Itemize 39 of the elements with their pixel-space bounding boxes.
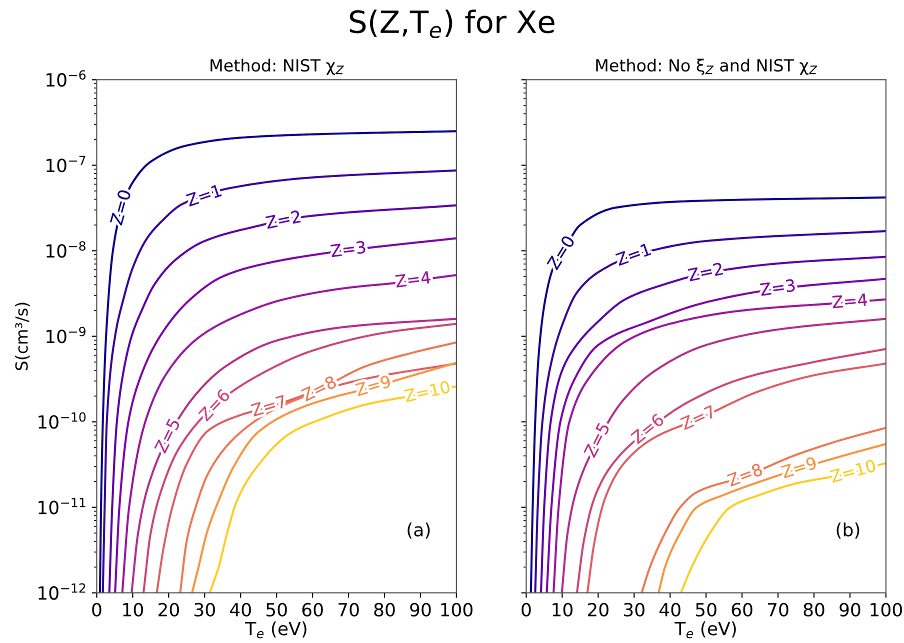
x-tick-label: 70 [338, 602, 359, 617]
x-tick-label: 30 [624, 602, 644, 617]
chart-subtitle: Method: NIST χ$_{Z}$ [210, 58, 344, 75]
x-tick-label: 100 [870, 602, 902, 617]
text: Z=5 [584, 422, 610, 458]
y-tick-label: 10$^{−9}$ [46, 326, 86, 344]
x-tick-label: 20 [158, 602, 179, 617]
x-tick-label: 50 [696, 602, 716, 617]
x-tick-label: 10 [123, 602, 143, 617]
y-tick-label: 10$^{−6}$ [46, 70, 86, 87]
x-tick-label: 60 [732, 602, 752, 617]
y-tick-label: 10$^{−11}$ [38, 498, 86, 514]
annotation: (a) [408, 522, 430, 539]
x-tick-label: 20 [588, 602, 608, 617]
chart-subtitle: Method: No ξ$_{Z}$ and NIST χ$_{Z}$ [596, 58, 818, 75]
x-tick-label: 40 [230, 602, 251, 617]
y-tick-label: 10$^{−7}$ [46, 156, 86, 172]
y-axis-title: S(cm³/s) [14, 302, 30, 370]
annotation: (b) [836, 522, 860, 539]
x-tick-label: 10 [552, 602, 572, 617]
y-tick-label: 10$^{−10}$ [38, 412, 86, 429]
x-tick-label: 80 [804, 602, 824, 617]
x-tick-label: 90 [410, 602, 431, 617]
x-tick-label: 90 [840, 602, 860, 617]
y-tick-label: 10$^{−8}$ [46, 241, 86, 258]
x-axis-title: T$_{e}$ (eV) [245, 621, 306, 638]
x-tick-label: 0 [92, 602, 102, 617]
y-tick-label: 10$^{−12}$ [38, 583, 86, 600]
x-tick-label: 80 [374, 602, 395, 617]
x-tick-label: 50 [266, 602, 287, 617]
x-tick-label: 60 [302, 602, 323, 617]
x-tick-label: 100 [441, 602, 472, 617]
x-tick-label: 40 [659, 602, 680, 617]
text: Z=2 [265, 210, 301, 229]
x-tick-label: 30 [194, 602, 215, 617]
x-axis-title: T$_{e}$ (eV) [674, 621, 736, 638]
x-tick-label: 70 [768, 602, 788, 617]
chart-title: S(Z,T$_{e}$) for Xe [350, 10, 554, 38]
x-tick-label: 0 [522, 602, 531, 617]
